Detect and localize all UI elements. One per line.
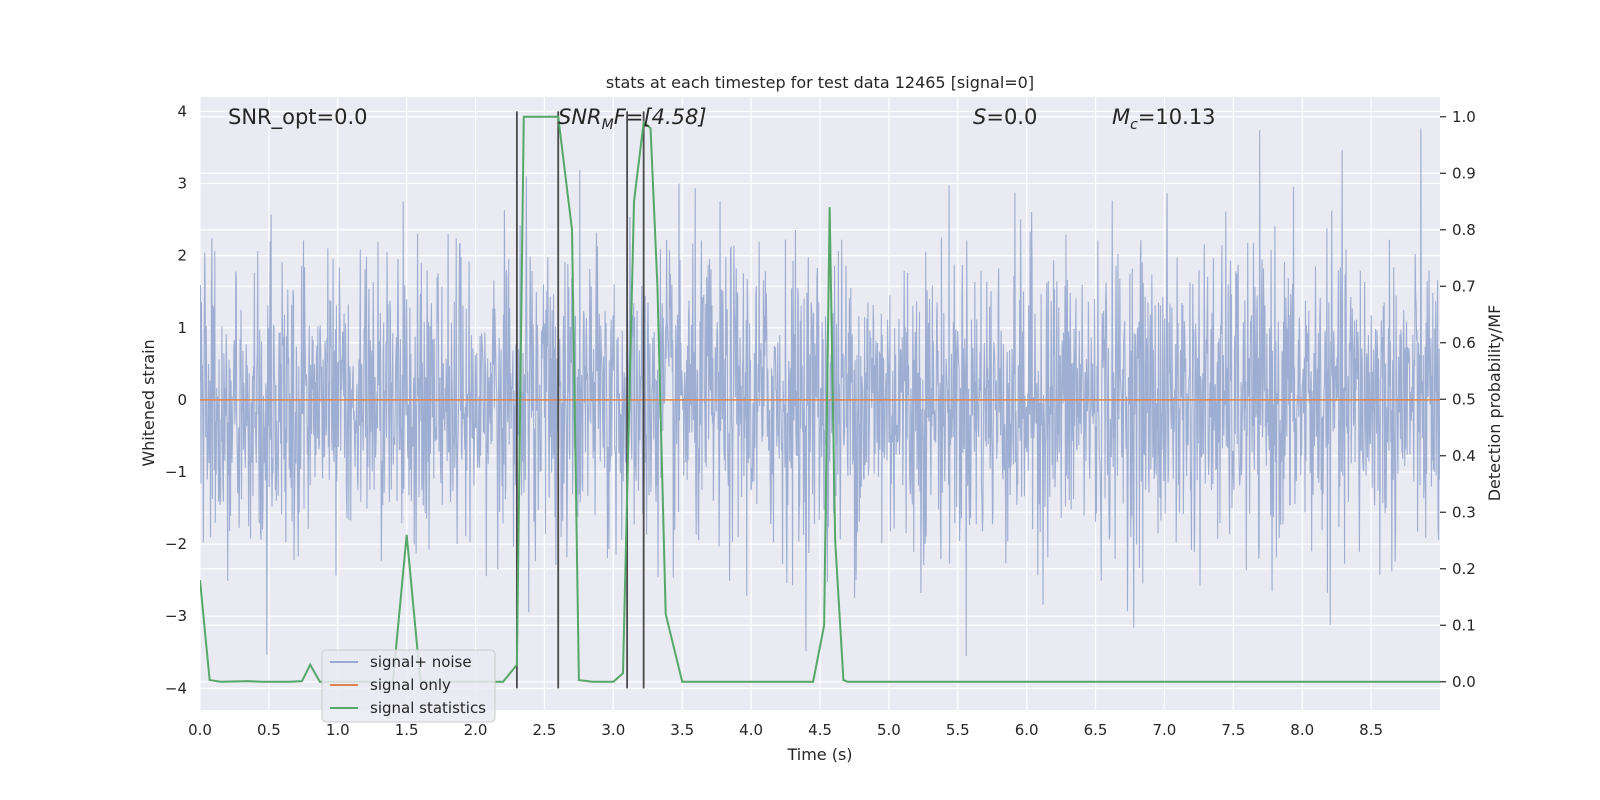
y2-tick-label-9: 0.1 [1452,616,1476,634]
y2-axis-label: Detection probability/MF [1485,305,1504,502]
mc-subscript: c [1130,117,1138,133]
snr-mf-annotation: SNRMF=[4.58] [558,105,707,133]
y2-tick-label-6: 0.4 [1452,447,1476,465]
y2-tick-label-2: 0.8 [1452,221,1476,239]
y2-tick-label-10: 0.0 [1452,673,1476,691]
signal-statistics-line [200,115,1440,683]
y-axis-ticks: 4 3 2 1 0 −1 −2 −3 −4 [165,102,187,697]
y-tick-label-4: 0 [177,391,187,409]
legend-label-signal-only: signal only [370,676,451,694]
y-axis-label: Whitened strain [139,339,158,466]
snr-mf-subscript: M [602,117,614,133]
x-tick-label-7: 3.5 [670,721,694,739]
x-tick-label-15: 7.5 [1221,721,1245,739]
snr-mf-rest: F=[4.58] [614,105,707,129]
mc-base: M [1112,105,1130,129]
x-tick-label-14: 7.0 [1153,721,1177,739]
y2-tick-label-4: 0.6 [1452,334,1476,352]
y-tick-label-6: −2 [165,535,187,553]
y2-tick-label-5: 0.5 [1452,390,1476,408]
x-axis-label: Time (s) [786,745,852,764]
signal-statistics-series [200,115,1440,683]
x-tick-label-11: 5.5 [946,721,970,739]
x-tick-label-3: 1.5 [395,721,419,739]
x-tick-label-1: 0.5 [257,721,281,739]
x-tick-label-8: 4.0 [739,721,763,739]
x-tick-label-6: 3.0 [601,721,625,739]
x-tick-label-10: 5.0 [877,721,901,739]
x-tick-label-13: 6.5 [1084,721,1108,739]
y-tick-label-5: −1 [165,463,187,481]
x-axis-ticks: 0.0 0.5 1.0 1.5 2.0 2.5 3.0 3.5 4.0 4.5 5.0 5.5 6.0 6… [188,721,1383,739]
legend: signal+ noise signal only signal statist… [321,649,496,723]
x-tick-label-4: 2.0 [464,721,488,739]
mc-rest: =10.13 [1138,105,1216,129]
signal-noise-series [200,128,1440,657]
x-tick-label-16: 8.0 [1290,721,1314,739]
x-tick-label-0: 0.0 [188,721,212,739]
y-tick-label-3: 1 [177,319,187,337]
x-tick-label-9: 4.5 [808,721,832,739]
signal-noise-line [200,128,1440,657]
y2-tick-label-8: 0.2 [1452,560,1476,578]
x-tick-label-5: 2.5 [533,721,557,739]
y2-tick-label-1: 0.9 [1452,164,1476,182]
y2-tick-label-0: 1.0 [1452,108,1476,126]
x-tick-label-2: 1.0 [326,721,350,739]
y-tick-label-1: 3 [177,175,187,193]
legend-box [321,649,496,723]
legend-label-signal-noise: signal+ noise [370,653,472,671]
y-tick-label-7: −3 [165,607,187,625]
s-base: S [973,105,986,129]
x-tick-label-12: 6.0 [1015,721,1039,739]
y2-tick-label-3: 0.7 [1452,277,1476,295]
y2-axis-ticks: 1.0 0.9 0.8 0.7 0.6 0.5 0.4 0.3 0.2 0.1 0.0 [1440,108,1476,691]
x-tick-label-17: 8.5 [1359,721,1383,739]
y-tick-label-0: 4 [177,102,187,120]
y-tick-label-2: 2 [177,247,187,265]
s-annotation: S=0.0 [973,105,1037,129]
snr-opt-annotation: SNR_opt=0.0 [228,105,368,130]
s-rest: =0.0 [986,105,1037,129]
mc-annotation: Mc=10.13 [1112,105,1216,133]
legend-label-signal-statistics: signal statistics [370,699,486,717]
y-tick-label-8: −4 [165,679,187,697]
y2-tick-label-7: 0.3 [1452,503,1476,521]
chart-title: stats at each timestep for test data 124… [606,73,1034,92]
snr-mf-base: SNR [558,105,602,129]
